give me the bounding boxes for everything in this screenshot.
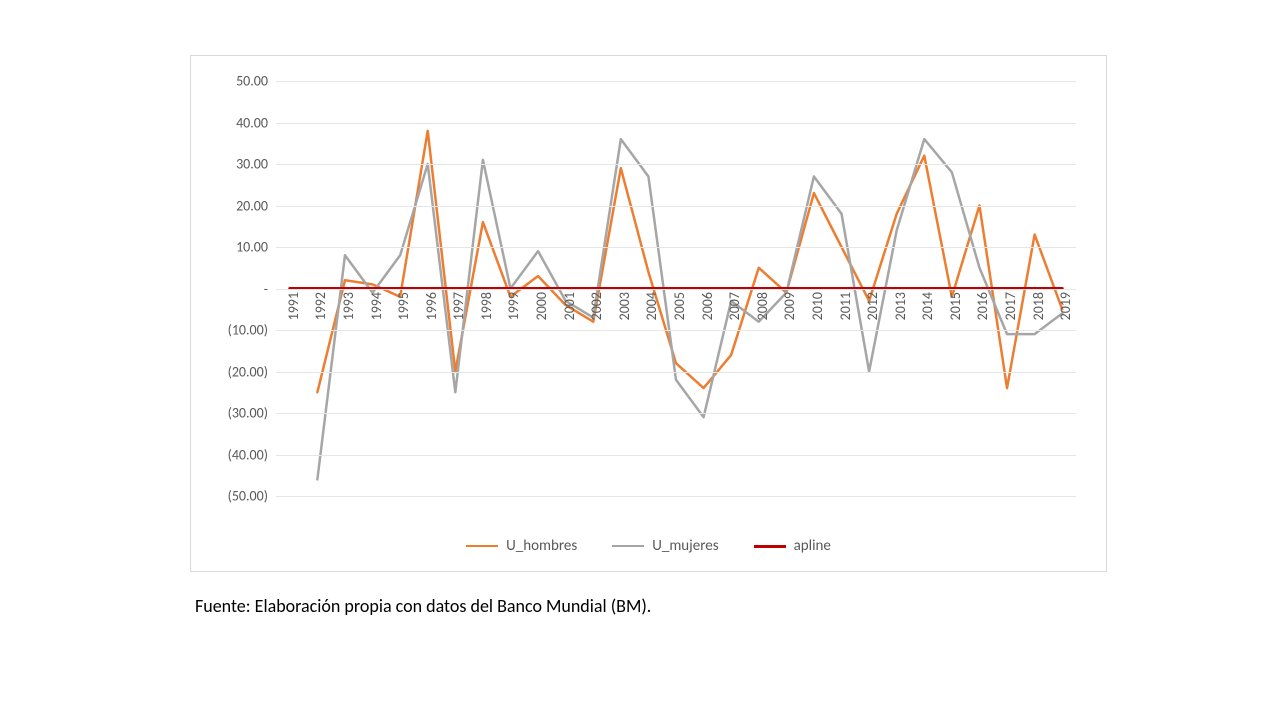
chart-gridline [276, 247, 1076, 248]
x-axis-tick-label: 2002 [588, 292, 605, 320]
x-axis-tick-label: 2008 [754, 292, 771, 320]
x-axis-tick-label: 2019 [1057, 292, 1074, 320]
x-axis-tick-label: 2001 [561, 292, 578, 320]
x-axis-tick-label: 1996 [423, 292, 440, 320]
y-axis-tick-label: 50.00 [236, 73, 268, 90]
x-axis-tick-label: 1995 [395, 292, 412, 320]
x-axis-tick-label: 2015 [947, 292, 964, 320]
y-axis-tick-label: 40.00 [236, 114, 268, 131]
legend-swatch [754, 545, 786, 548]
x-axis-tick-label: 1993 [340, 292, 357, 320]
x-axis-tick-label: 2006 [699, 292, 716, 320]
chart-gridline [276, 413, 1076, 414]
x-axis-tick-label: 1998 [478, 292, 495, 320]
y-axis-tick-label: 20.00 [236, 197, 268, 214]
legend-item-u_mujeres: U_mujeres [612, 537, 718, 555]
y-axis-tick-label: (20.00) [228, 363, 268, 380]
y-axis-tick-label: (10.00) [228, 322, 268, 339]
x-axis-tick-label: 2017 [1002, 292, 1019, 320]
x-axis-tick-label: 2013 [892, 292, 909, 320]
x-axis-tick-label: 2007 [726, 292, 743, 320]
y-axis-tick-label: (40.00) [228, 446, 268, 463]
x-axis-tick-label: 2000 [533, 292, 550, 320]
chart-gridline [276, 455, 1076, 456]
legend-label: U_hombres [506, 537, 577, 555]
x-axis-tick-label: 1994 [368, 292, 385, 320]
x-axis-tick-label: 2004 [644, 292, 661, 320]
chart-gridline [276, 330, 1076, 331]
y-axis-tick-label: 30.00 [236, 156, 268, 173]
chart-gridline [276, 289, 1076, 290]
legend-item-u_hombres: U_hombres [466, 537, 577, 555]
x-axis-tick-label: 2010 [809, 292, 826, 320]
chart-gridline [276, 123, 1076, 124]
x-axis-tick-label: 2012 [864, 292, 881, 320]
legend-label: U_mujeres [652, 537, 718, 555]
chart-legend: U_hombres U_mujeres apline [191, 531, 1106, 561]
y-axis-tick-label: 10.00 [236, 239, 268, 256]
chart-gridline [276, 206, 1076, 207]
chart-gridline [276, 81, 1076, 82]
chart-plot-area: (50.00)(40.00)(30.00)(20.00)(10.00)-10.0… [276, 81, 1076, 496]
x-axis-tick-label: 1999 [506, 292, 523, 320]
x-axis-tick-label: 2014 [919, 292, 936, 320]
y-axis-tick-label: (50.00) [228, 488, 268, 505]
chart-frame: (50.00) (40.00) (30.00) (20.00) (10.00) - 10.0… [190, 55, 1107, 572]
x-axis-tick-label: 1991 [285, 292, 302, 320]
chart-gridline [276, 372, 1076, 373]
x-axis-tick-label: 1997 [450, 292, 467, 320]
legend-item-apline: apline [754, 537, 831, 555]
legend-label: apline [794, 537, 831, 555]
x-axis-tick-label: 2003 [616, 292, 633, 320]
legend-swatch [612, 545, 644, 547]
x-axis-tick-label: 2018 [1030, 292, 1047, 320]
x-axis-tick-label: 2016 [975, 292, 992, 320]
chart-gridline [276, 164, 1076, 165]
x-axis-tick-label: 2009 [781, 292, 798, 320]
x-axis-tick-label: 2011 [837, 292, 854, 320]
chart-gridline [276, 496, 1076, 497]
chart-caption: Fuente: Elaboración propia con datos del… [195, 595, 651, 617]
x-axis-tick-label: 1992 [312, 292, 329, 320]
legend-swatch [466, 545, 498, 547]
x-axis-tick-label: 2005 [671, 292, 688, 320]
y-axis-tick-label: (30.00) [228, 405, 268, 422]
y-axis-tick-label: - [264, 280, 268, 297]
